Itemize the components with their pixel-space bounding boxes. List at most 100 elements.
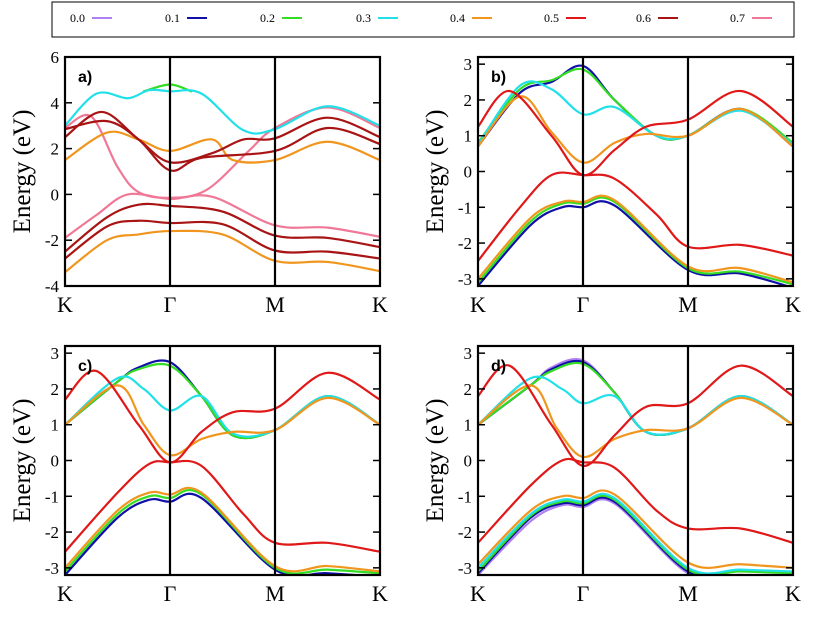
- legend: 0.0 0.1 0.2 0.3 0.4 0.5 0.6 0.7: [51, 1, 795, 38]
- legend-label: 0.5: [544, 11, 559, 25]
- y-tick-label: 0: [464, 163, 473, 182]
- band-line-0.3: [478, 80, 793, 146]
- y-tick-label: 0: [51, 185, 60, 204]
- y-tick-label: -3: [458, 270, 472, 289]
- y-tick-label: 0: [464, 452, 473, 471]
- band-line-0.3: [65, 375, 380, 438]
- band-line-0.4: [65, 384, 380, 457]
- panel-label: a): [78, 69, 92, 86]
- y-tick-label: -3: [458, 559, 472, 578]
- y-tick-label: -2: [45, 523, 59, 542]
- legend-label: 0.4: [450, 11, 465, 25]
- band-line-0.6: [65, 110, 380, 164]
- k-point-label: K: [785, 292, 801, 317]
- band-line-0.4: [478, 489, 793, 570]
- band-curves: [65, 359, 380, 575]
- legend-label: 0.3: [356, 11, 371, 25]
- band-line-0.4: [65, 130, 380, 164]
- y-tick-label: 2: [464, 380, 473, 399]
- band-line-0.1: [65, 492, 370, 575]
- legend-label: 0.1: [165, 11, 180, 25]
- panel-c: -3 -2 -1 0 1 2 3 K Γ M K Energy (eV) c): [9, 344, 388, 606]
- y-axis-label: Energy (eV): [9, 110, 36, 234]
- y-tick-label: 4: [51, 94, 60, 113]
- y-axis-label: Energy (eV): [422, 110, 449, 234]
- y-tick-label: 1: [51, 416, 60, 435]
- y-tick-label: 1: [464, 416, 473, 435]
- panel-label: d): [491, 358, 506, 375]
- k-point-label: K: [470, 292, 486, 317]
- k-point-label: K: [57, 581, 73, 606]
- y-tick-label: -1: [45, 487, 59, 506]
- legend-label: 0.6: [636, 11, 651, 25]
- k-point-label: Γ: [577, 581, 590, 606]
- k-point-label: K: [470, 581, 486, 606]
- k-point-label: Γ: [164, 292, 177, 317]
- y-tick-label: -3: [45, 559, 59, 578]
- band-line-0.4: [65, 229, 380, 274]
- panel-label: c): [78, 358, 92, 375]
- band-curves: [65, 83, 380, 274]
- band-line-0.7: [65, 106, 380, 200]
- panel-b: -3 -2 -1 0 1 2 3 K Γ M K Energy (eV) b): [422, 55, 801, 317]
- band-line-0.4: [65, 486, 380, 573]
- k-point-label: M: [265, 292, 285, 317]
- y-tick-label: -1: [458, 487, 472, 506]
- y-tick-label: 3: [464, 344, 473, 363]
- y-tick-label: 0: [51, 452, 60, 471]
- legend-label: 0.0: [70, 11, 85, 25]
- k-point-label: K: [372, 292, 388, 317]
- band-line-0.5: [65, 459, 380, 553]
- plot-frame: [63, 55, 382, 288]
- band-line-0.7: [65, 192, 380, 240]
- k-point-label: K: [57, 292, 73, 317]
- band-line-0.6: [65, 202, 380, 253]
- panels: -4 -2 0 2 4 6 K Γ M K Energy (eV) a) -3 -2 -1 0 1 2 3 K Γ M K E…: [9, 48, 801, 606]
- legend-box: [51, 1, 795, 38]
- y-tick-label: -2: [458, 523, 472, 542]
- k-point-label: M: [678, 292, 698, 317]
- y-tick-label: 6: [51, 48, 60, 67]
- y-tick-label: 1: [464, 127, 473, 146]
- band-line-0.5: [478, 89, 793, 177]
- band-line-0.2: [65, 489, 380, 575]
- y-axis-label: Energy (eV): [9, 399, 36, 523]
- y-tick-label: -2: [45, 231, 59, 250]
- y-tick-label: -1: [458, 198, 472, 217]
- band-line-0.1: [478, 496, 793, 575]
- band-line-0.2: [478, 494, 793, 575]
- band-line-0.5: [478, 457, 793, 544]
- panel-a: -4 -2 0 2 4 6 K Γ M K Energy (eV) a): [9, 48, 388, 317]
- y-tick-label: 2: [464, 91, 473, 110]
- band-line-0.3: [478, 375, 793, 436]
- y-tick-label: 2: [51, 380, 60, 399]
- panel-label: b): [491, 69, 506, 86]
- y-tick-label: 3: [464, 55, 473, 74]
- k-point-label: K: [785, 581, 801, 606]
- band-line-0.4: [478, 384, 793, 459]
- y-axis-label: Energy (eV): [422, 399, 449, 523]
- k-point-label: K: [372, 581, 388, 606]
- band-curves: [478, 64, 793, 286]
- band-line-0.4: [478, 95, 793, 164]
- band-line-0.0: [478, 498, 695, 575]
- band-line-0.3: [65, 88, 380, 135]
- band-curves: [478, 357, 793, 575]
- band-line-0.2: [65, 362, 380, 440]
- band-line-0.5: [478, 364, 793, 467]
- band-line-0.6: [65, 219, 380, 260]
- k-point-label: Γ: [577, 292, 590, 317]
- legend-label: 0.2: [260, 11, 275, 25]
- legend-label: 0.7: [730, 11, 745, 25]
- k-point-label: Γ: [164, 581, 177, 606]
- band-line-0.1: [478, 64, 793, 148]
- band-line-0.2: [478, 196, 793, 286]
- panel-d: -3 -2 -1 0 1 2 3 K Γ M K Energy (eV) d): [422, 344, 801, 606]
- band-line-0.4: [478, 194, 793, 284]
- k-point-label: M: [678, 581, 698, 606]
- band-line-0.5: [478, 171, 793, 263]
- band-line-0.6: [65, 119, 380, 172]
- y-tick-label: -2: [458, 234, 472, 253]
